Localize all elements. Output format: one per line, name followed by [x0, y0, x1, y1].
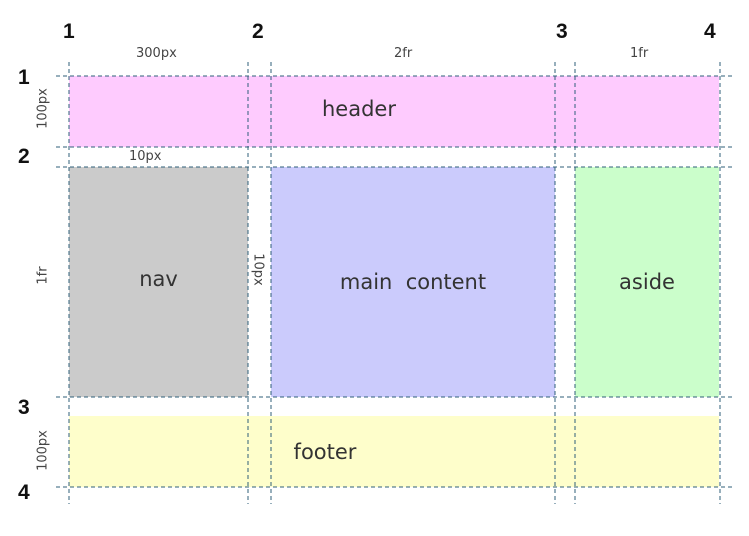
column-size-300px: 300px	[136, 46, 177, 61]
column-gap-label: 10px	[250, 253, 266, 286]
row-size-1fr: 1fr	[35, 266, 51, 285]
row-line-label-1: 1	[18, 66, 30, 89]
header-area: header	[69, 76, 719, 147]
row-line-label-2: 2	[18, 145, 30, 168]
aside-area: aside	[575, 167, 719, 397]
main-content-area: main content	[271, 167, 555, 397]
row-size-100px-bottom: 100px	[35, 430, 51, 471]
column-size-1fr: 1fr	[630, 46, 649, 61]
column-line-label-2: 2	[252, 20, 264, 43]
row-size-100px-top: 100px	[35, 88, 51, 129]
row-gap-label: 10px	[129, 149, 162, 164]
footer-area: footer	[69, 416, 719, 487]
row-line-label-4: 4	[18, 481, 30, 504]
column-line-label-4: 4	[704, 20, 716, 43]
nav-label: nav	[139, 267, 178, 291]
nav-area: nav	[69, 167, 248, 397]
header-label: header	[322, 96, 396, 121]
row-line-label-3: 3	[18, 396, 30, 419]
aside-label: aside	[619, 270, 675, 294]
footer-label: footer	[293, 439, 357, 464]
main-content-label: main content	[339, 270, 487, 294]
column-size-2fr: 2fr	[394, 46, 413, 61]
column-line-label-3: 3	[556, 20, 568, 43]
column-line-label-1: 1	[63, 20, 75, 43]
